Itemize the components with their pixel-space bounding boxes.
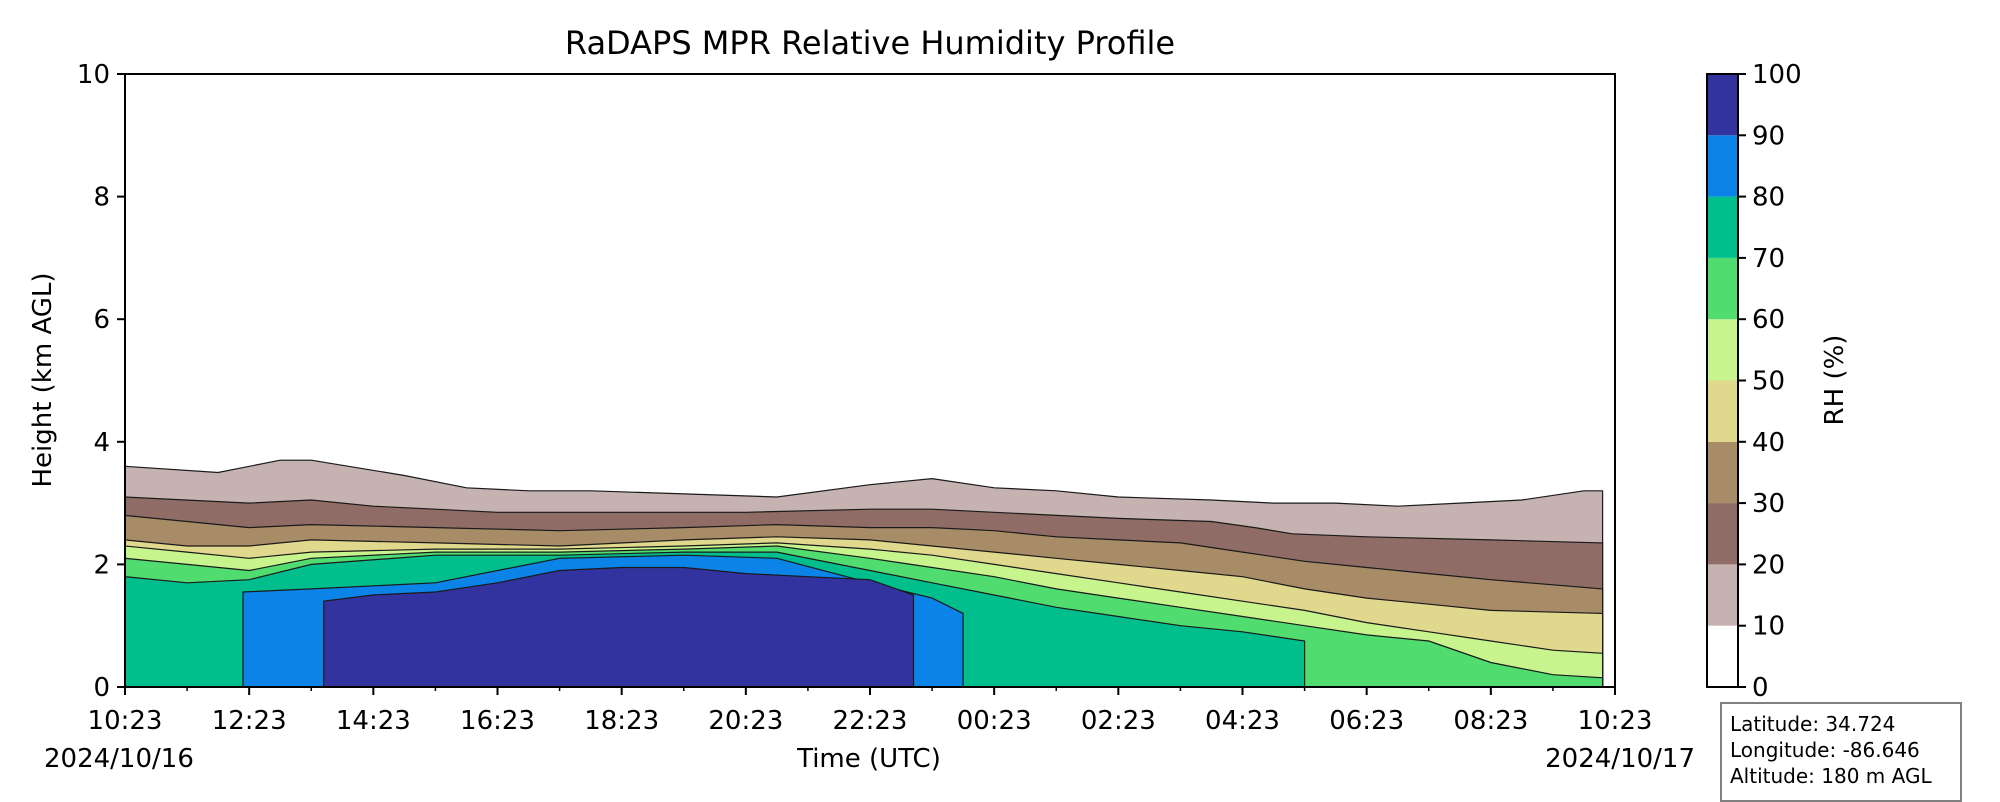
colorbar-band — [1707, 380, 1738, 442]
x-end-date: 2024/10/17 — [1545, 744, 1695, 774]
colorbar-band — [1707, 74, 1738, 136]
y-tick-label: 2 — [93, 550, 110, 580]
x-axis: 10:23 12:23 14:23 16:23 18:23 20:23 22:23 00:23… — [88, 687, 1653, 736]
contour-90 — [323, 566, 915, 688]
y-tick-label: 10 — [77, 60, 110, 90]
y-axis: 0 2 4 6 8 10 — [77, 60, 125, 703]
x-tick-label: 06:23 — [1329, 706, 1404, 736]
latitude-text: Latitude: 34.724 — [1730, 712, 1896, 736]
colorbar-band — [1707, 135, 1738, 197]
colorbar-tick-label: 10 — [1752, 612, 1785, 642]
y-axis-label: Height (km AGL) — [28, 272, 58, 487]
x-tick-label: 12:23 — [212, 706, 287, 736]
colorbar: 0 10 20 30 40 50 60 70 80 90 100 — [1706, 60, 1802, 703]
x-tick-label: 22:23 — [833, 706, 908, 736]
x-axis-label: Time (UTC) — [796, 744, 941, 774]
altitude-text: Altitude: 180 m AGL — [1730, 764, 1932, 788]
station-info-box: Latitude: 34.724 Longitude: -86.646 Alti… — [1720, 702, 1962, 802]
x-tick-label: 20:23 — [708, 706, 783, 736]
colorbar-tick-label: 100 — [1752, 60, 1802, 90]
colorbar-tick-label: 40 — [1752, 428, 1785, 458]
x-tick-label: 18:23 — [584, 706, 659, 736]
x-tick-label: 10:23 — [88, 706, 163, 736]
x-tick-label: 04:23 — [1205, 706, 1280, 736]
colorbar-band — [1707, 196, 1738, 258]
x-tick-label: 16:23 — [460, 706, 535, 736]
colorbar-tick-label: 80 — [1752, 183, 1785, 213]
colorbar-tick-label: 0 — [1752, 673, 1769, 703]
colorbar-band — [1707, 319, 1738, 381]
x-tick-label: 14:23 — [336, 706, 411, 736]
y-tick-label: 6 — [93, 305, 110, 335]
chart-title: RaDAPS MPR Relative Humidity Profile — [565, 24, 1175, 62]
y-tick-label: 0 — [93, 673, 110, 703]
x-tick-label: 10:23 — [1578, 706, 1653, 736]
colorbar-band — [1707, 503, 1738, 565]
colorbar-tick-label: 70 — [1752, 244, 1785, 274]
colorbar-band — [1707, 441, 1738, 504]
y-tick-label: 8 — [93, 183, 110, 213]
y-tick-label: 4 — [93, 428, 110, 458]
colorbar-tick-label: 90 — [1752, 121, 1785, 151]
x-tick-label: 00:23 — [957, 706, 1032, 736]
colorbar-tick-label: 20 — [1752, 550, 1785, 580]
colorbar-band — [1707, 625, 1738, 687]
colorbar-label: RH (%) — [1820, 335, 1850, 426]
colorbar-band — [1707, 257, 1738, 320]
x-tick-label: 02:23 — [1081, 706, 1156, 736]
colorbar-tick-label: 30 — [1752, 489, 1785, 519]
plot-area — [124, 459, 1604, 688]
x-tick-label: 08:23 — [1453, 706, 1528, 736]
colorbar-band — [1707, 564, 1738, 626]
colorbar-tick-label: 50 — [1752, 367, 1785, 397]
longitude-text: Longitude: -86.646 — [1730, 738, 1920, 762]
x-start-date: 2024/10/16 — [44, 744, 194, 774]
colorbar-tick-label: 60 — [1752, 305, 1785, 335]
